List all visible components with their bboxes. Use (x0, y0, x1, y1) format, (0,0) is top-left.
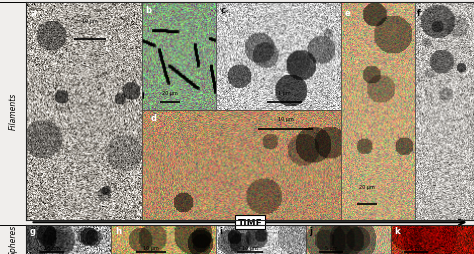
Text: 5 μm: 5 μm (325, 245, 337, 250)
Text: 10 μm: 10 μm (242, 245, 258, 250)
Text: 20 μm: 20 μm (162, 90, 178, 96)
Text: h: h (116, 226, 121, 235)
Text: b: b (145, 6, 151, 15)
Text: Filaments: Filaments (9, 92, 18, 130)
Text: g: g (29, 226, 36, 235)
Text: c: c (221, 6, 226, 15)
Text: Spheres: Spheres (9, 224, 18, 254)
Text: TIME: TIME (237, 218, 263, 227)
Text: e: e (344, 9, 350, 18)
Text: 10 μm: 10 μm (278, 116, 293, 121)
Text: 10 μm: 10 μm (44, 245, 60, 250)
Text: j: j (309, 226, 312, 235)
Text: i: i (219, 226, 222, 235)
Text: d: d (150, 114, 156, 123)
Text: a: a (31, 9, 36, 18)
Text: 5 μm: 5 μm (410, 245, 422, 250)
Text: k: k (394, 226, 400, 235)
Text: 20 μm: 20 μm (359, 184, 375, 189)
Text: 10 μm: 10 μm (143, 245, 159, 250)
Text: f: f (417, 9, 421, 18)
Text: 10 μm: 10 μm (82, 19, 98, 24)
Text: 1 μm: 1 μm (278, 90, 291, 96)
